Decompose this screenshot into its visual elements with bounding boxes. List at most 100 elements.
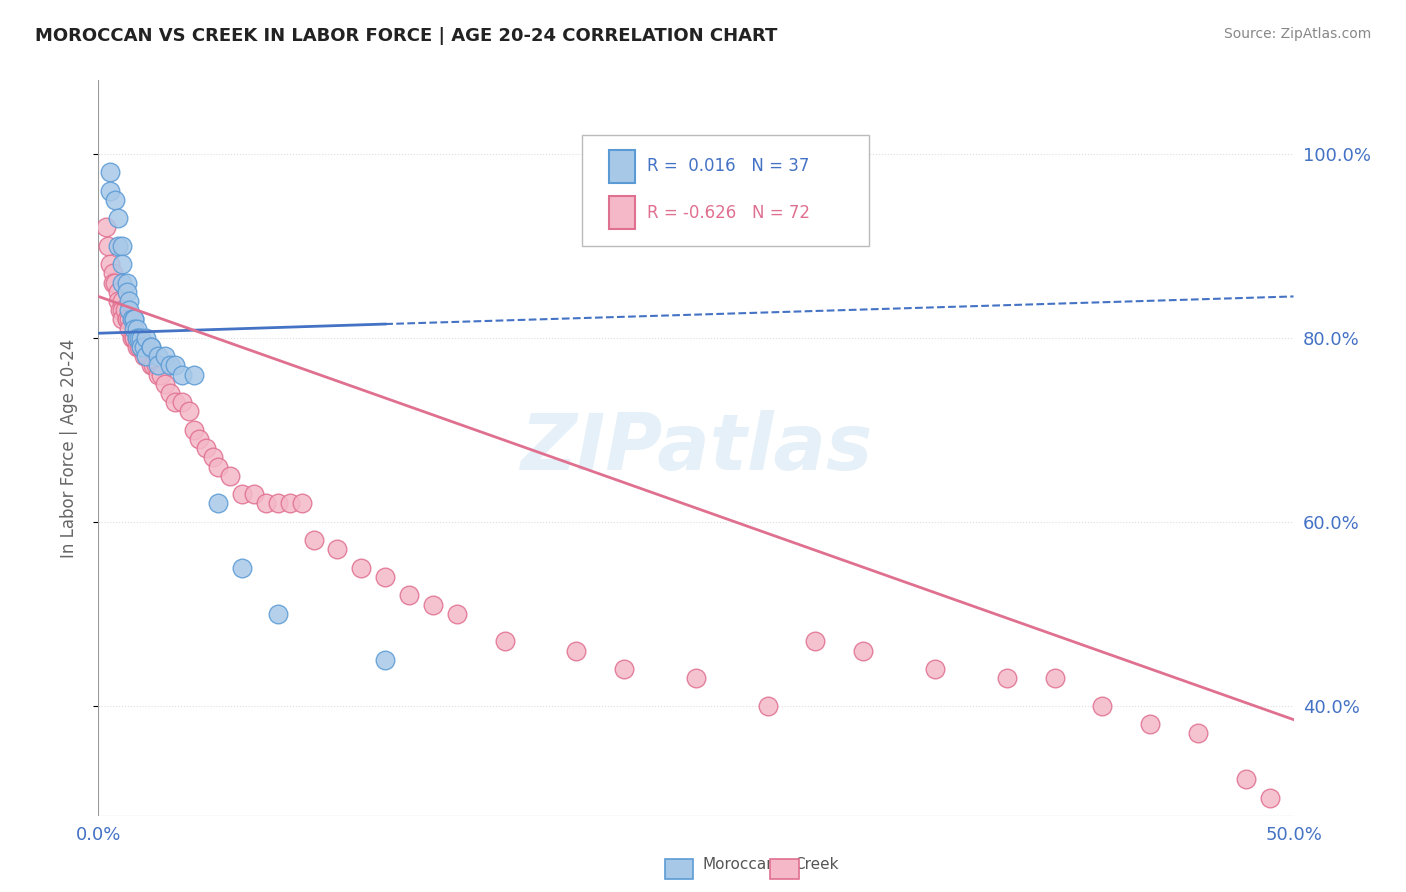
Point [124, 321, 146, 335]
Point [291, 496, 314, 510]
Point [98, 257, 122, 271]
Point [125, 321, 148, 335]
Point [254, 496, 277, 510]
Point [149, 368, 172, 382]
Point [172, 368, 194, 382]
Point [107, 239, 129, 253]
Point [374, 570, 396, 584]
Point [804, 634, 827, 648]
Point [111, 303, 134, 318]
Point [219, 468, 242, 483]
Point [159, 359, 181, 373]
Point [187, 432, 209, 446]
Point [1187, 726, 1209, 740]
Point [94, 220, 117, 235]
Text: Moroccans: Moroccans [703, 857, 785, 872]
Point [135, 340, 157, 354]
Point [1043, 671, 1066, 685]
Point [302, 533, 325, 548]
Point [155, 376, 177, 391]
Point [278, 496, 301, 510]
Point [685, 671, 707, 685]
Point [97, 239, 120, 253]
Point [1139, 717, 1161, 731]
Point [148, 349, 170, 363]
Point [350, 561, 373, 575]
Point [995, 671, 1018, 685]
Point [114, 303, 136, 318]
Point [159, 386, 181, 401]
Point [131, 331, 153, 345]
Point [924, 662, 946, 676]
Y-axis label: In Labor Force | Age 20-24: In Labor Force | Age 20-24 [59, 339, 77, 558]
Point [111, 257, 134, 271]
Point [231, 487, 253, 501]
Point [104, 276, 127, 290]
Point [172, 395, 194, 409]
Point [142, 359, 165, 373]
FancyBboxPatch shape [609, 196, 636, 229]
Point [163, 395, 186, 409]
Text: Source: ZipAtlas.com: Source: ZipAtlas.com [1223, 27, 1371, 41]
Point [422, 598, 444, 612]
Point [135, 331, 157, 345]
Point [108, 303, 131, 318]
Point [118, 312, 141, 326]
Point [118, 321, 141, 335]
Point [613, 662, 636, 676]
Point [101, 267, 124, 281]
Text: R =  0.016   N = 37: R = 0.016 N = 37 [647, 157, 810, 176]
Point [139, 340, 162, 354]
Point [115, 285, 138, 299]
Point [98, 184, 122, 198]
Point [494, 634, 516, 648]
Point [202, 450, 225, 465]
Point [104, 193, 127, 207]
Point [124, 331, 146, 345]
Point [107, 294, 129, 309]
Point [128, 340, 150, 354]
Text: ZIPatlas: ZIPatlas [520, 410, 872, 486]
Point [101, 276, 124, 290]
Point [132, 340, 155, 354]
Point [446, 607, 468, 621]
Text: MOROCCAN VS CREEK IN LABOR FORCE | AGE 20-24 CORRELATION CHART: MOROCCAN VS CREEK IN LABOR FORCE | AGE 2… [35, 27, 778, 45]
Point [124, 331, 146, 345]
Point [131, 340, 153, 354]
Text: Creek: Creek [794, 857, 839, 872]
Point [135, 349, 157, 363]
FancyBboxPatch shape [582, 136, 869, 246]
Point [111, 276, 134, 290]
Point [107, 211, 129, 226]
Point [115, 312, 138, 326]
Point [107, 285, 129, 299]
Point [139, 340, 162, 354]
Point [179, 404, 201, 418]
Point [756, 698, 779, 713]
Point [155, 349, 177, 363]
Point [128, 331, 150, 345]
Point [121, 331, 143, 345]
Point [148, 359, 170, 373]
Point [132, 349, 155, 363]
Point [118, 294, 141, 309]
Point [115, 312, 138, 326]
Point [207, 496, 229, 510]
Point [125, 331, 148, 345]
Point [1091, 698, 1114, 713]
Point [163, 359, 186, 373]
Point [231, 561, 253, 575]
Point [139, 359, 162, 373]
Point [267, 607, 290, 621]
Point [398, 589, 420, 603]
Text: R = -0.626   N = 72: R = -0.626 N = 72 [647, 203, 810, 222]
Point [1234, 772, 1257, 787]
Point [138, 349, 160, 363]
Point [243, 487, 266, 501]
Point [98, 165, 122, 179]
Point [148, 368, 170, 382]
Point [111, 294, 134, 309]
Point [118, 303, 141, 318]
Point [121, 312, 143, 326]
Point [125, 331, 148, 345]
